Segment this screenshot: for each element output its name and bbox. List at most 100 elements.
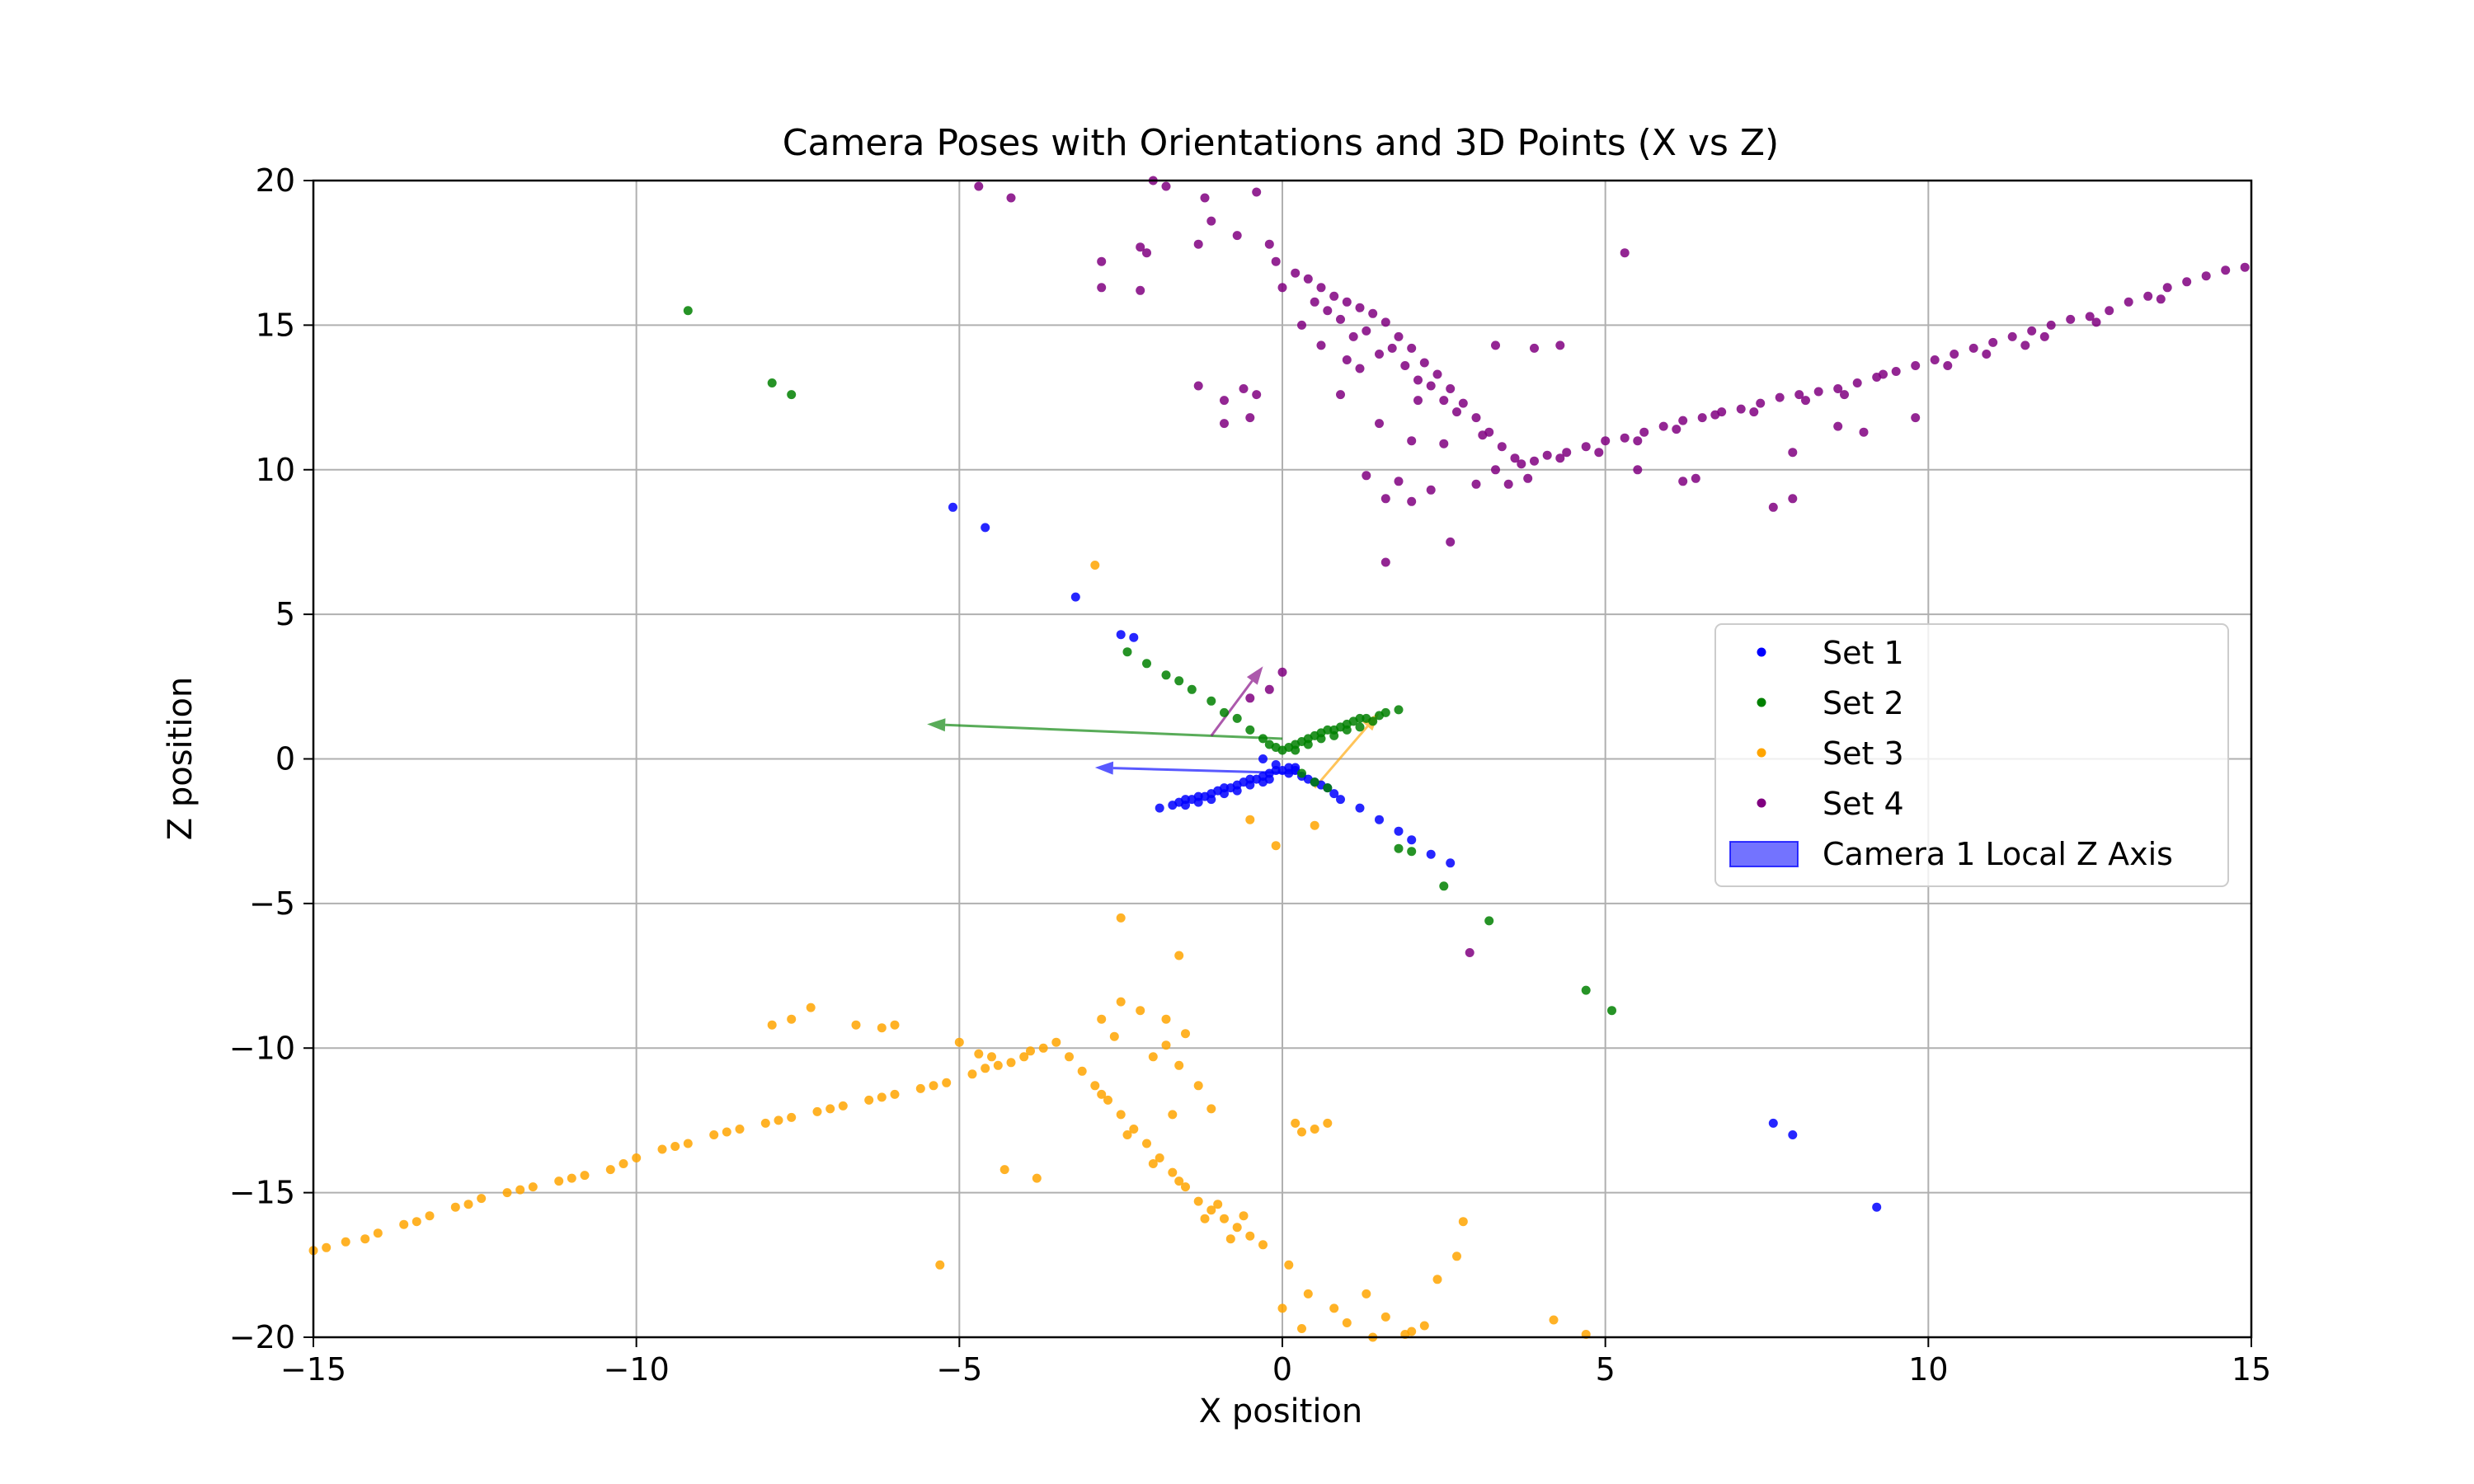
data-point: [1271, 841, 1281, 851]
data-point: [1206, 1104, 1216, 1114]
data-point: [1297, 1127, 1306, 1137]
data-point: [1446, 384, 1456, 393]
y-tick-label: −10: [229, 1030, 295, 1066]
data-point: [1342, 297, 1352, 307]
data-point: [1245, 693, 1255, 703]
data-point: [787, 1112, 797, 1122]
data-point: [1116, 630, 1126, 640]
data-point: [1439, 396, 1449, 406]
data-point: [1168, 1167, 1178, 1177]
data-point: [1316, 283, 1326, 293]
data-point: [399, 1219, 409, 1229]
legend-patch: [1729, 841, 1799, 867]
data-point: [806, 1003, 816, 1012]
data-point: [580, 1171, 590, 1181]
data-point: [1342, 355, 1352, 364]
data-point: [528, 1182, 538, 1192]
data-point: [877, 1092, 887, 1102]
data-point: [851, 1020, 861, 1030]
data-point: [1310, 297, 1319, 307]
data-point: [1355, 303, 1365, 312]
data-point: [360, 1234, 370, 1244]
data-point: [1122, 1130, 1132, 1139]
data-point: [2240, 262, 2250, 272]
y-axis-ticks: 20 15 10 5 0 −5 −10 −15 −20: [229, 162, 313, 1355]
data-point: [1277, 1303, 1287, 1313]
data-point: [1426, 485, 1436, 495]
data-point: [618, 1159, 628, 1168]
data-point: [1297, 768, 1306, 778]
data-point: [1911, 361, 1921, 370]
data-point: [774, 1115, 783, 1125]
data-point: [1161, 181, 1171, 191]
data-point: [632, 1153, 642, 1162]
data-point: [1232, 231, 1242, 241]
series-set-2: [683, 306, 1616, 1016]
data-point: [1181, 1182, 1190, 1192]
data-point: [515, 1185, 525, 1195]
data-point: [1562, 448, 1572, 458]
data-point: [1620, 433, 1630, 443]
scatter-points: [308, 176, 2250, 1342]
data-point: [1252, 187, 1262, 197]
data-point: [2221, 265, 2231, 275]
data-point: [1206, 795, 1216, 805]
data-point: [987, 1052, 996, 1062]
data-point: [1432, 1275, 1442, 1284]
data-point: [974, 181, 984, 191]
data-point: [1297, 320, 1306, 330]
legend-marker: [1757, 647, 1766, 657]
data-point: [2027, 326, 2037, 336]
x-tick-label: 10: [1908, 1351, 1948, 1388]
data-point: [1530, 456, 1539, 466]
orientation-arrow: [945, 723, 1283, 740]
data-point: [1245, 725, 1255, 735]
data-point: [1400, 361, 1410, 370]
data-point: [2182, 277, 2192, 287]
data-point: [1220, 707, 1229, 717]
data-point: [1601, 436, 1611, 446]
data-point: [935, 1260, 945, 1270]
data-point: [954, 1037, 964, 1047]
data-point: [1006, 1058, 1016, 1068]
data-point: [1090, 561, 1100, 570]
data-point: [1581, 985, 1591, 995]
legend-label: Set 3: [1823, 735, 1904, 772]
data-point: [1394, 705, 1404, 715]
data-point: [767, 378, 777, 387]
data-point: [1097, 1014, 1107, 1024]
data-point: [1329, 730, 1339, 740]
data-point: [1471, 413, 1481, 423]
data-point: [967, 1069, 977, 1079]
legend-box: [1714, 623, 2229, 887]
data-point: [2091, 317, 2101, 327]
data-point: [1329, 291, 1339, 301]
data-point: [1833, 384, 1843, 393]
chart-title: Camera Poses with Orientations and 3D Po…: [783, 122, 1779, 164]
data-point: [1407, 847, 1417, 857]
data-point: [1380, 317, 1390, 327]
data-point: [1697, 413, 1707, 423]
data-point: [1090, 1081, 1100, 1091]
data-point: [1407, 436, 1417, 446]
data-point: [1070, 592, 1080, 602]
orientation-arrow: [1210, 680, 1253, 737]
data-point: [1813, 387, 1823, 397]
data-point: [1264, 774, 1274, 784]
data-point: [1607, 1006, 1616, 1016]
data-point: [1232, 713, 1242, 723]
data-point: [1174, 951, 1184, 960]
data-point: [1019, 1052, 1029, 1062]
data-point: [1291, 268, 1300, 278]
data-point: [1911, 413, 1921, 423]
data-point: [1245, 815, 1255, 824]
data-point: [1109, 1031, 1119, 1041]
data-point: [1530, 343, 1539, 353]
data-point: [1303, 274, 1313, 284]
data-point: [1155, 1153, 1164, 1162]
data-point: [1323, 783, 1333, 793]
data-point: [1206, 696, 1216, 706]
data-point: [1136, 285, 1145, 295]
data-point: [2085, 312, 2095, 322]
data-point: [1491, 465, 1500, 475]
